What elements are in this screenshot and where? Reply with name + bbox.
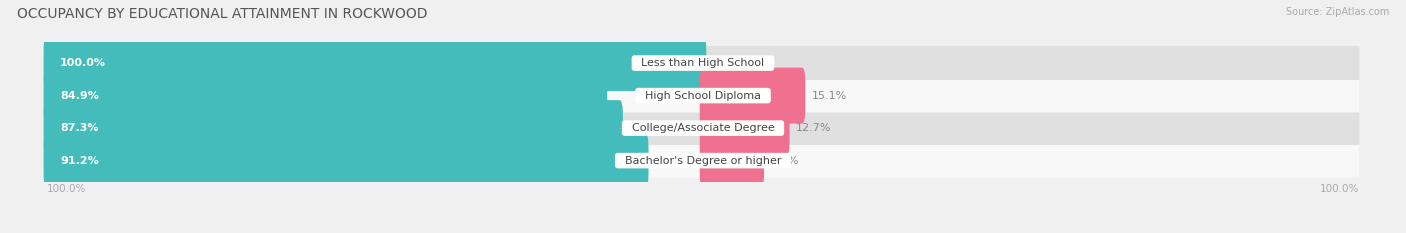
Text: High School Diploma: High School Diploma [638,91,768,101]
FancyBboxPatch shape [44,35,706,91]
Text: 15.1%: 15.1% [811,91,848,101]
FancyBboxPatch shape [700,100,790,156]
Text: Source: ZipAtlas.com: Source: ZipAtlas.com [1285,7,1389,17]
FancyBboxPatch shape [44,133,648,188]
FancyBboxPatch shape [46,46,1360,80]
FancyBboxPatch shape [46,111,1360,145]
Text: Bachelor's Degree or higher: Bachelor's Degree or higher [617,156,789,166]
FancyBboxPatch shape [44,100,623,156]
Text: 12.7%: 12.7% [796,123,832,133]
Text: 91.2%: 91.2% [60,156,98,166]
FancyBboxPatch shape [700,133,763,188]
Text: 100.0%: 100.0% [1320,184,1360,194]
Text: 84.9%: 84.9% [60,91,98,101]
FancyBboxPatch shape [44,68,607,123]
FancyBboxPatch shape [46,144,1360,178]
Text: 100.0%: 100.0% [46,184,86,194]
Text: 8.8%: 8.8% [770,156,799,166]
Text: OCCUPANCY BY EDUCATIONAL ATTAINMENT IN ROCKWOOD: OCCUPANCY BY EDUCATIONAL ATTAINMENT IN R… [17,7,427,21]
FancyBboxPatch shape [700,68,806,123]
Text: 0.0%: 0.0% [713,58,741,68]
Text: Less than High School: Less than High School [634,58,772,68]
Text: 87.3%: 87.3% [60,123,98,133]
Text: 100.0%: 100.0% [60,58,105,68]
FancyBboxPatch shape [46,79,1360,113]
Text: College/Associate Degree: College/Associate Degree [624,123,782,133]
